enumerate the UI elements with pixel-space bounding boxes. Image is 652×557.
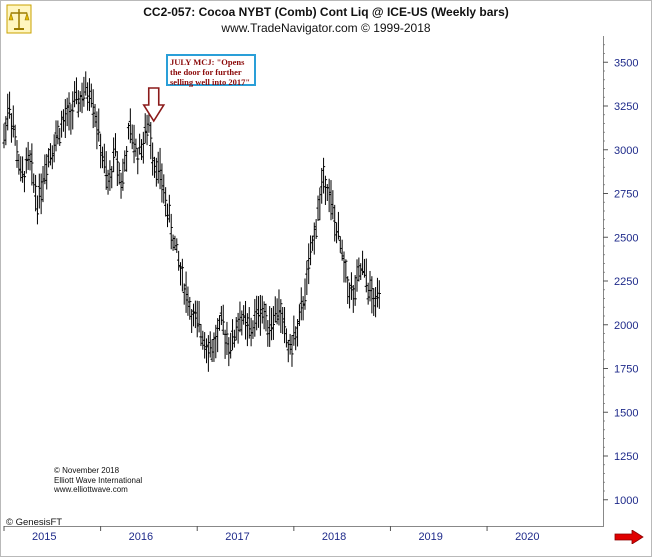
credit-url: www.elliottwave.com [54, 485, 128, 494]
x-tick-label: 2020 [515, 531, 539, 543]
annotation-box: JULY MCJ: "Opens the door for further se… [166, 54, 256, 87]
y-tick-label: 1000 [614, 495, 638, 507]
y-tick-label: 3500 [614, 57, 638, 69]
credit-company: Elliott Wave International [54, 475, 143, 485]
chart-subtitle: www.TradeNavigator.com © 1999-2018 [221, 21, 431, 35]
x-tick-label: 2017 [225, 531, 249, 543]
scale-icon [6, 4, 32, 34]
x-axis: 2015 2016 2017 2018 2019 2020 [3, 526, 540, 543]
x-tick-label: 2016 [129, 531, 153, 543]
x-tick-label: 2018 [322, 531, 346, 543]
y-tick-label: 3250 [614, 101, 638, 113]
down-arrow-icon [142, 87, 166, 123]
y-tick-label: 1500 [614, 407, 638, 419]
chart-title: CC2-057: Cocoa NYBT (Comb) Cont Liq @ IC… [143, 5, 509, 19]
y-tick-label: 2000 [614, 320, 638, 332]
ohlc-bars [2, 71, 381, 372]
y-tick-label: 3000 [614, 145, 638, 157]
y-tick-label: 2250 [614, 276, 638, 288]
y-tick-label: 2500 [614, 232, 638, 244]
right-arrow-icon[interactable] [614, 530, 644, 544]
credit-date: © November 2018 [54, 466, 120, 475]
y-tick-label: 1250 [614, 451, 638, 463]
x-tick-label: 2015 [32, 531, 56, 543]
annotation-arrow [142, 87, 166, 123]
x-tick-label: 2019 [418, 531, 442, 543]
y-tick-label: 2750 [614, 189, 638, 201]
y-tick-label: 1750 [614, 364, 638, 376]
y-axis: 3500 3250 3000 2750 2500 2250 2000 1750 1500 1250… [603, 44, 638, 507]
credit-block: © November 2018 Elliott Wave Internation… [54, 466, 142, 495]
genesis-brand: © GenesisFT [6, 517, 63, 528]
